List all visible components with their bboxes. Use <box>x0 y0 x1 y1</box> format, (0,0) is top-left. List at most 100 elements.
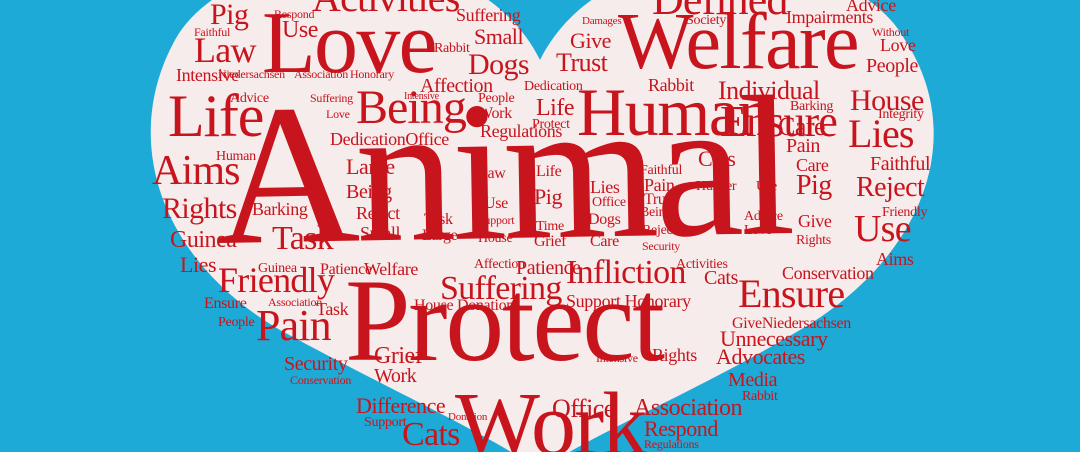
word-affection-top: Affection <box>420 75 493 97</box>
word-being-small: Being <box>346 181 392 203</box>
word-task: Task <box>272 220 334 257</box>
word-human-left: Human <box>216 149 256 164</box>
word-office-center: Office <box>592 195 626 210</box>
word-activities: Activities <box>312 0 460 18</box>
word-patience-center: Patience <box>516 257 581 279</box>
word-task-left: Task <box>316 299 349 319</box>
word-ensure-right2: Ensure <box>738 271 845 316</box>
word-ensure-right: Ensure <box>720 97 838 146</box>
word-house-center: House <box>478 231 513 246</box>
word-use-top: Use <box>282 17 318 43</box>
word-society: Society <box>686 13 727 28</box>
word-dedication-center: Dedication <box>524 79 583 94</box>
word-love-small-left: Love <box>326 107 350 121</box>
word-respond-top: Respond <box>274 7 315 21</box>
word-pig-right: Pig <box>796 170 832 201</box>
word-pig-center: Pig <box>534 184 563 209</box>
word-dedication-office: DedicationOffice <box>330 129 449 149</box>
word-being: Being <box>356 81 467 134</box>
word-give-right: Give <box>798 211 832 231</box>
word-reject-right: Reject <box>856 172 925 203</box>
word-pain-right: Pain <box>786 135 820 157</box>
word-affection-center: Affection <box>474 257 525 272</box>
word-impairments: Impairments <box>786 7 874 27</box>
word-cats-center: Cats <box>704 267 738 289</box>
word-guinea: Guinea <box>170 227 237 253</box>
word-life-center: Life <box>536 95 575 121</box>
word-support-center: Support <box>478 213 515 227</box>
word-activities-center: Activities <box>676 257 728 272</box>
word-patience-left: Patience <box>320 261 372 278</box>
word-association-topleft: Association <box>294 67 349 81</box>
word-media-right: Media <box>728 369 778 391</box>
word-security-center: Security <box>642 239 681 253</box>
word-large-center: Large <box>422 227 458 244</box>
word-faithful-center: Faithful <box>640 163 683 178</box>
word-office-bottom: Office <box>552 394 615 423</box>
word-individual: Individual <box>718 76 820 105</box>
word-welfare: Welfare <box>618 0 860 86</box>
word-protect-small: Protect <box>532 117 570 132</box>
word-cats-bottom: Cats <box>402 416 460 452</box>
word-respond-bottom: Respond <box>644 416 718 441</box>
word-regulations-center: Regulations <box>480 121 563 141</box>
word-trust-top: Trust <box>556 48 608 77</box>
word-small-left: Small <box>360 223 401 243</box>
word-people-left: People <box>218 315 255 330</box>
word-small-top: Small <box>474 24 524 49</box>
word-without: Without <box>872 25 910 39</box>
word-hunger-right: Hunger <box>696 179 737 194</box>
word-unnecessary: Unnecessary <box>720 326 828 351</box>
word-cats-right: Cats <box>698 146 736 171</box>
word-difference: Difference <box>356 393 446 418</box>
word-give-top: Give <box>570 28 612 53</box>
word-welfare-small: Welfare <box>364 259 418 279</box>
word-life-center2: Life <box>536 163 562 180</box>
word-use-right-small: Use <box>756 179 777 194</box>
word-association-left: Association <box>268 295 323 309</box>
word-aims: Aims <box>152 148 240 194</box>
word-care-right: Care <box>778 112 826 141</box>
word-rabbit-right: Rabbit <box>742 389 778 404</box>
word-faithful-topleft: Faithful <box>194 25 231 39</box>
word-being-center: Being <box>640 205 673 220</box>
word-protect: Protect <box>345 255 665 386</box>
word-barking-left: Barking <box>252 199 308 219</box>
word-integrity: Integrity <box>878 107 924 122</box>
word-people: People <box>866 55 919 77</box>
word-conservation-left: Conservation <box>290 373 352 387</box>
word-house-right: House <box>850 84 924 117</box>
word-reject-center: Reject <box>642 223 677 238</box>
word-intensive-center: Intensive <box>596 351 638 365</box>
word-love-right: Love <box>744 223 772 238</box>
word-defined: Defined <box>652 0 788 22</box>
word-pain-left: Pain <box>256 301 332 350</box>
word-niedersachsen-left: Niedersachsen <box>218 67 285 81</box>
word-lies-center: Lies <box>590 177 620 197</box>
word-support-bottom: Support <box>364 415 407 430</box>
word-intensive-left: Intensive <box>176 65 239 85</box>
word-lies-left: Lies <box>180 252 217 277</box>
word-law: Law <box>194 30 257 70</box>
word-house-donation: House Donation <box>414 297 514 314</box>
word-friendly: Friendly <box>218 260 335 300</box>
word-love-small-right: Love <box>880 35 916 55</box>
word-use-right: Use <box>854 208 912 250</box>
word-rights-center: Rights <box>652 345 697 365</box>
word-love: Love <box>262 0 438 92</box>
word-suffering-left: Suffering <box>310 91 353 105</box>
word-large: Large <box>346 154 395 179</box>
word-barking-right: Barking <box>790 99 834 114</box>
word-donation-bottom: Donation <box>448 411 488 423</box>
word-conservation-right: Conservation <box>782 263 874 283</box>
word-rights-right: Rights <box>796 233 831 248</box>
word-rabbit-topleft: Rabbit <box>434 41 470 56</box>
word-life: Life <box>168 83 264 149</box>
word-care-center: Care <box>590 233 619 250</box>
word-honorary-top: Honorary <box>350 67 395 81</box>
word-human: Human <box>577 74 772 150</box>
word-trust-center: Trust <box>644 191 676 208</box>
word-reject-left: Reject <box>356 203 400 223</box>
